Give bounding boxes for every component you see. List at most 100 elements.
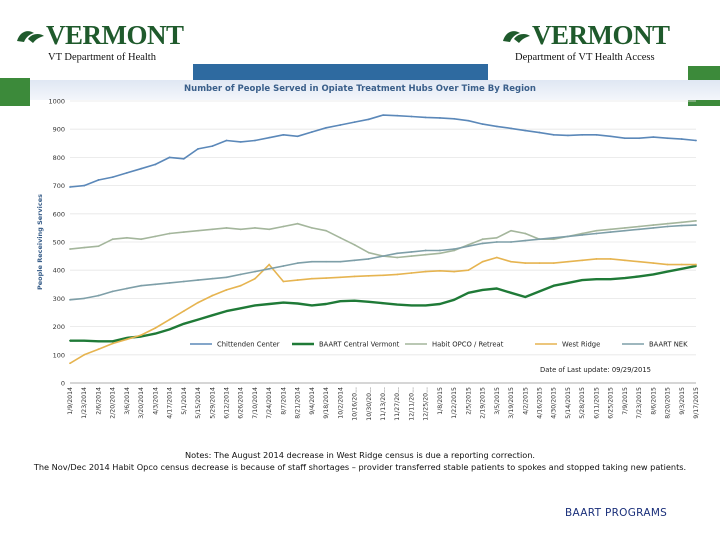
data-point xyxy=(623,229,626,232)
y-tick-label: 1000 xyxy=(48,98,65,106)
data-point xyxy=(225,227,228,229)
y-tick-label: 0 xyxy=(61,380,65,388)
data-point xyxy=(638,260,640,263)
data-point xyxy=(282,133,285,136)
data-point xyxy=(239,273,242,276)
x-tick-label: 6/11/2015 xyxy=(593,387,600,419)
legend-label: BAART Central Vermont xyxy=(319,341,400,349)
data-point xyxy=(154,283,157,286)
data-point xyxy=(296,302,299,305)
data-point xyxy=(680,267,683,270)
data-point xyxy=(111,238,114,241)
data-point xyxy=(652,224,655,226)
data-point xyxy=(83,246,86,249)
x-tick-label: 4/17/2014 xyxy=(167,387,174,419)
data-point xyxy=(439,269,441,272)
data-point xyxy=(396,256,399,259)
x-tick-label: 10/30/20... xyxy=(366,387,373,421)
x-tick-label: 5/28/2015 xyxy=(579,387,586,419)
data-point xyxy=(268,267,271,270)
data-point xyxy=(268,228,271,231)
x-tick-label: 3/6/2014 xyxy=(124,387,131,415)
data-point xyxy=(353,275,356,278)
line-chart: 0 100 200 300 400 500 600 700 800 900 1000 People R… xyxy=(36,98,700,421)
data-point xyxy=(652,227,655,229)
x-tick-label: 9/4/2014 xyxy=(309,387,316,415)
x-tick-label: 3/19/2015 xyxy=(508,387,515,419)
data-point xyxy=(510,127,512,130)
x-tick-label: 12/25/20... xyxy=(423,387,430,421)
data-point xyxy=(296,262,299,265)
header-blue-bar xyxy=(193,64,488,80)
data-point xyxy=(652,273,655,276)
data-point xyxy=(211,228,214,231)
data-point xyxy=(524,262,527,265)
data-point xyxy=(481,238,484,241)
x-tick-label: 6/25/2015 xyxy=(608,387,615,419)
series-line-chittenden-center xyxy=(69,114,697,188)
data-point xyxy=(439,303,441,305)
data-point xyxy=(239,284,242,287)
x-tick-label: 5/14/2015 xyxy=(565,387,572,419)
data-point xyxy=(225,276,228,279)
x-tick-label: 7/24/2014 xyxy=(266,387,273,419)
data-point xyxy=(382,255,384,257)
data-point xyxy=(282,301,285,304)
data-point xyxy=(453,270,456,273)
data-point xyxy=(339,260,342,263)
legend-label: BAART NEK xyxy=(649,341,688,349)
y-tick-label: 900 xyxy=(53,126,65,134)
data-point xyxy=(481,242,484,245)
data-point xyxy=(524,232,527,235)
data-point xyxy=(339,124,342,126)
x-tick-label: 3/20/2014 xyxy=(138,387,145,419)
data-point xyxy=(182,231,185,234)
x-tick-label: 4/30/2015 xyxy=(551,387,558,419)
data-point xyxy=(367,258,370,260)
data-point xyxy=(69,298,71,301)
data-point xyxy=(254,270,256,273)
data-point xyxy=(310,277,313,280)
legend-label: West Ridge xyxy=(562,341,600,349)
x-tick-label: 1/23/2014 xyxy=(81,387,88,419)
data-point xyxy=(467,119,470,122)
data-point xyxy=(595,229,598,232)
data-point xyxy=(282,280,285,283)
data-point xyxy=(396,303,399,306)
last-update-label: Date of Last update: 09/29/2015 xyxy=(540,366,651,374)
y-axis-label: People Receiving Services xyxy=(36,194,44,290)
leaf-icon xyxy=(17,30,44,43)
data-point xyxy=(410,272,413,274)
data-point xyxy=(69,186,71,188)
data-point xyxy=(510,229,512,232)
data-point xyxy=(97,179,100,181)
data-point xyxy=(666,137,669,140)
data-point xyxy=(140,238,143,241)
data-point xyxy=(140,334,143,336)
data-point xyxy=(695,263,697,266)
data-point xyxy=(567,134,569,137)
data-point xyxy=(69,339,71,342)
x-tick-label: 8/6/2015 xyxy=(650,387,657,415)
data-point xyxy=(310,304,313,307)
data-point xyxy=(439,249,441,252)
data-point xyxy=(424,253,427,256)
data-point xyxy=(552,284,555,287)
data-point xyxy=(254,139,256,142)
vt-department-of-health: VT Department of Health xyxy=(48,52,156,63)
y-tick-label: 700 xyxy=(53,182,65,190)
data-point xyxy=(453,117,456,120)
x-tick-label: 11/27/20... xyxy=(394,387,401,421)
data-point xyxy=(310,260,313,263)
data-point xyxy=(481,289,484,291)
data-point xyxy=(524,296,527,298)
department-of-vt-health-access: Department of VT Health Access xyxy=(515,52,655,63)
x-tick-label: 5/29/2014 xyxy=(209,387,216,419)
data-point xyxy=(211,294,214,297)
data-point xyxy=(495,287,498,290)
data-point xyxy=(638,228,640,231)
data-point xyxy=(367,251,370,254)
y-tick-label: 100 xyxy=(53,351,65,359)
data-point xyxy=(524,129,527,132)
data-point xyxy=(424,304,427,307)
